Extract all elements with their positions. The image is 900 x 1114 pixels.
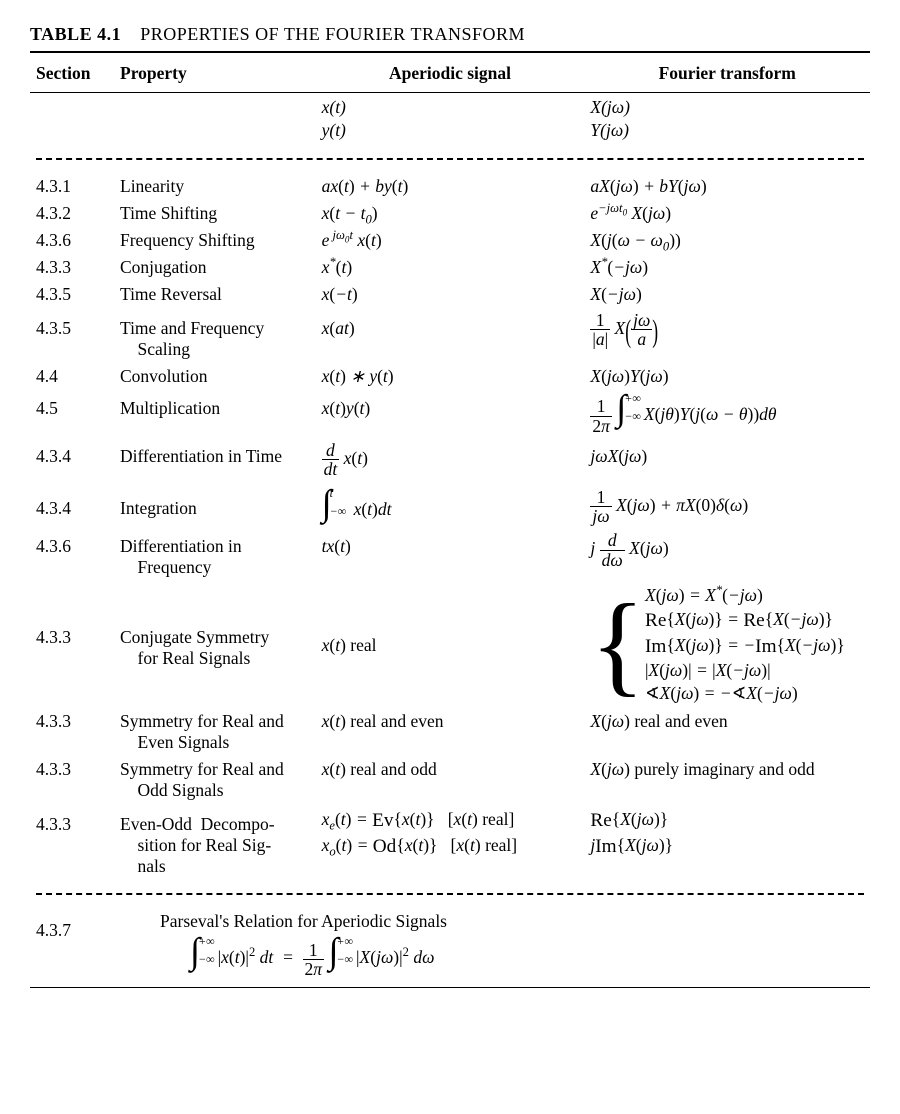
- row-diff-time: 4.3.4 Differentiation in Time ddt x(t) j…: [30, 438, 870, 482]
- row-even-odd: 4.3.3 Even-Odd Decompo- sition for Real …: [30, 804, 870, 880]
- col-transform: Fourier transform: [584, 53, 870, 92]
- convolution-signal: x(t) ∗ y(t): [316, 363, 585, 390]
- scaling-transform: 1|a| X(jωa): [584, 308, 870, 363]
- row-scaling: 4.3.5 Time and Frequency Scaling x(at) 1…: [30, 308, 870, 363]
- conjugation-signal: x*(t): [316, 254, 585, 281]
- col-property: Property: [114, 53, 316, 92]
- table-title: PROPERTIES OF THE FOURIER TRANSFORM: [140, 24, 525, 44]
- real-even-label: Symmetry for Real and Even Signals: [120, 711, 284, 752]
- table-label: TABLE 4.1: [30, 24, 121, 44]
- base-signal-1: x(t): [322, 96, 346, 119]
- col-signal: Aperiodic signal: [316, 53, 585, 92]
- diff-freq-transform: j ddω X(jω): [584, 528, 870, 581]
- row-conj-sym: 4.3.3 Conjugate Symmetry for Real Signal…: [30, 581, 870, 708]
- row-linearity: 4.3.1 Linearity ax(t) + by(t) aX(jω) + b…: [30, 173, 870, 200]
- time-rev-transform: X(−jω): [584, 281, 870, 308]
- even-odd-label: Even-Odd Decompo- sition for Real Sig- n…: [120, 814, 275, 876]
- real-even-transform: X(jω) real and even: [584, 708, 870, 756]
- col-section: Section: [30, 53, 114, 92]
- row-diff-freq: 4.3.6 Differentiation in Frequency tx(t)…: [30, 528, 870, 581]
- page: TABLE 4.1 PROPERTIES OF THE FOURIER TRAN…: [0, 0, 900, 1018]
- even-odd-signal: xe(t) = Ev{x(t)} [x(t) real] xo(t) = Od{…: [316, 804, 585, 880]
- row-freq-shift: 4.3.6 Frequency Shifting e jω0t x(t) X(j…: [30, 227, 870, 254]
- base-pair-row: x(t) y(t) X(jω) Y(jω): [30, 93, 870, 145]
- diff-time-signal: ddt x(t): [316, 438, 585, 482]
- conjugation-transform: X*(−jω): [584, 254, 870, 281]
- row-time-shift: 4.3.2 Time Shifting x(t − t0) e−jωt0 X(j…: [30, 200, 870, 227]
- header-row: Section Property Aperiodic signal Fourie…: [30, 53, 870, 92]
- bottom-rule: [30, 981, 870, 988]
- row-multiplication: 4.5 Multiplication x(t)y(t) 12π ∫+∞−∞X(j…: [30, 390, 870, 438]
- real-odd-signal: x(t) real and odd: [316, 756, 585, 804]
- row-real-even: 4.3.3 Symmetry for Real and Even Signals…: [30, 708, 870, 756]
- base-transform-1: X(jω): [590, 96, 630, 119]
- dashed-rule-2: [30, 880, 870, 908]
- even-odd-transform: Re{X(jω)} jIm{X(jω)}: [584, 804, 870, 880]
- row-time-reversal: 4.3.5 Time Reversal x(−t) X(−jω): [30, 281, 870, 308]
- fourier-properties-table: Section Property Aperiodic signal Fourie…: [30, 53, 870, 988]
- real-odd-transform: X(jω) purely imaginary and odd: [584, 756, 870, 804]
- diff-freq-signal: tx(t): [316, 528, 585, 581]
- freq-shift-signal: e jω0t x(t): [316, 227, 585, 254]
- row-parseval: 4.3.7 Parseval's Relation for Aperiodic …: [30, 908, 870, 981]
- integration-signal: ∫t−∞ x(t)dt: [316, 482, 585, 529]
- multiplication-signal: x(t)y(t): [316, 390, 585, 438]
- time-rev-signal: x(−t): [316, 281, 585, 308]
- freq-shift-transform: X(j(ω − ω0)): [584, 227, 870, 254]
- dashed-rule-1: [30, 145, 870, 173]
- base-signal-2: y(t): [322, 119, 346, 142]
- base-transform-2: Y(jω): [590, 119, 630, 142]
- scaling-label: Time and Frequency Scaling: [120, 318, 264, 359]
- multiplication-transform: 12π ∫+∞−∞X(jθ)Y(j(ω − θ))dθ: [584, 390, 870, 438]
- real-odd-label: Symmetry for Real and Odd Signals: [120, 759, 284, 800]
- diff-time-transform: jωX(jω): [584, 438, 870, 482]
- time-shift-transform: e−jωt0 X(jω): [584, 200, 870, 227]
- conj-sym-label: Conjugate Symmetry for Real Signals: [120, 627, 269, 668]
- scaling-signal: x(at): [316, 308, 585, 363]
- parseval-equation: ∫+∞−∞|x(t)|2 dt = 12π ∫+∞−∞|X(jω)|2 dω: [190, 936, 864, 978]
- real-even-signal: x(t) real and even: [316, 708, 585, 756]
- time-shift-signal: x(t − t0): [316, 200, 585, 227]
- parseval-title: Parseval's Relation for Aperiodic Signal…: [160, 911, 864, 932]
- row-convolution: 4.4 Convolution x(t) ∗ y(t) X(jω)Y(jω): [30, 363, 870, 390]
- row-real-odd: 4.3.3 Symmetry for Real and Odd Signals …: [30, 756, 870, 804]
- convolution-transform: X(jω)Y(jω): [584, 363, 870, 390]
- linearity-signal: ax(t) + by(t): [316, 173, 585, 200]
- table-caption: TABLE 4.1 PROPERTIES OF THE FOURIER TRAN…: [30, 24, 870, 45]
- conj-sym-signal: x(t) real: [316, 581, 585, 708]
- integration-transform: 1jω X(jω) + πX(0)δ(ω): [584, 482, 870, 529]
- linearity-transform: aX(jω) + bY(jω): [584, 173, 870, 200]
- row-conjugation: 4.3.3 Conjugation x*(t) X*(−jω): [30, 254, 870, 281]
- diff-freq-label: Differentiation in Frequency: [120, 536, 242, 577]
- conj-sym-transform: { X(jω) = X*(−jω) Re{X(jω)} = Re{X(−jω)}…: [584, 581, 870, 708]
- row-integration: 4.3.4 Integration ∫t−∞ x(t)dt 1jω X(jω) …: [30, 482, 870, 529]
